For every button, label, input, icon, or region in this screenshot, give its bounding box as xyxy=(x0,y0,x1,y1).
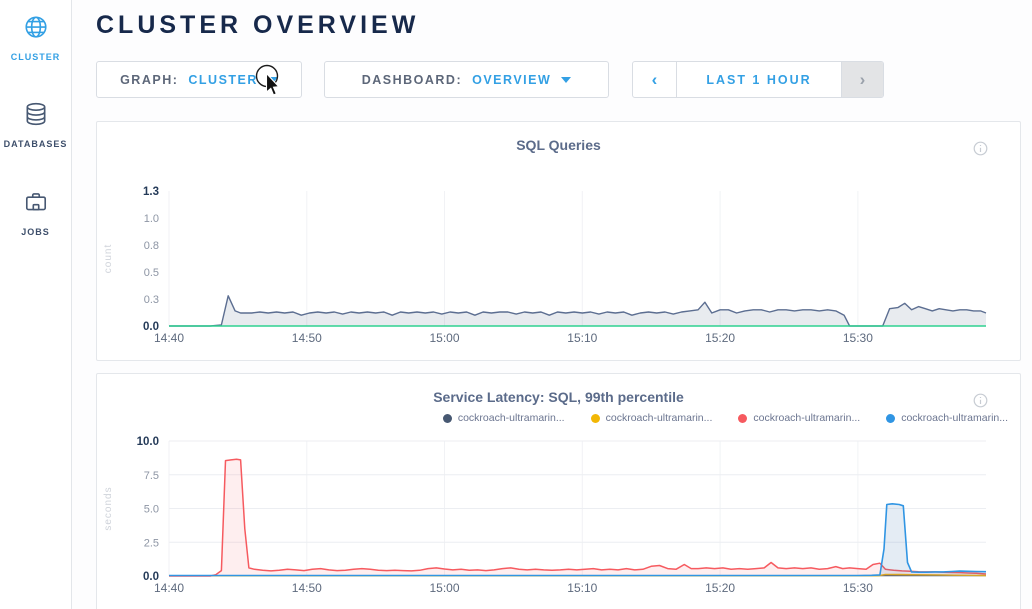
dashboard-dropdown[interactable]: DASHBOARD: OVERVIEW xyxy=(324,61,609,98)
controls-bar: GRAPH: CLUSTER DASHBOARD: OVERVIEW ‹ LAS… xyxy=(96,61,1032,98)
dashboard-dropdown-value: OVERVIEW xyxy=(472,72,552,87)
x-tick-label: 15:10 xyxy=(567,331,597,345)
chevron-down-icon xyxy=(267,76,278,83)
sidebar-item-jobs[interactable]: JOBS xyxy=(0,189,71,237)
x-tick-label: 15:30 xyxy=(843,581,873,595)
x-tick-label: 14:50 xyxy=(292,331,322,345)
graph-dropdown-label: GRAPH: xyxy=(120,72,179,87)
sidebar-item-label: JOBS xyxy=(21,227,50,237)
database-icon xyxy=(23,101,49,132)
sidebar: CLUSTER DATABASES JOBS xyxy=(0,0,72,609)
chart-legend: cockroach-ultramarin... cockroach-ultrama… xyxy=(97,405,1020,425)
y-tick-label: 0.0 xyxy=(143,321,159,333)
briefcase-icon xyxy=(23,189,49,220)
time-range-selector: ‹ LAST 1 HOUR › xyxy=(632,61,884,98)
sidebar-item-label: DATABASES xyxy=(3,139,68,149)
x-tick-label: 15:20 xyxy=(705,331,735,345)
x-tick-label: 14:50 xyxy=(292,581,322,595)
series-area-node-4 xyxy=(169,503,986,576)
graph-dropdown-value: CLUSTER xyxy=(188,72,258,87)
x-tick-label: 14:40 xyxy=(154,331,184,345)
x-tick-label: 15:30 xyxy=(843,331,873,345)
x-tick-label: 15:10 xyxy=(567,581,597,595)
chevron-down-icon xyxy=(561,76,572,83)
y-tick-label: 10.0 xyxy=(137,436,159,448)
time-range-next-button[interactable]: › xyxy=(841,62,883,97)
sidebar-item-cluster[interactable]: CLUSTER xyxy=(0,14,71,62)
sql-queries-chart[interactable]: 0.0 0.3 0.5 0.8 1.0 1.3 14:40 14:50 15:00 15:10 15… xyxy=(97,172,1018,360)
x-tick-label: 14:40 xyxy=(154,581,184,595)
series-area-node-3 xyxy=(169,459,986,576)
y-tick-label: 0.3 xyxy=(144,294,159,306)
x-tick-label: 15:00 xyxy=(429,331,459,345)
legend-dot xyxy=(590,413,600,423)
y-tick-label: 1.0 xyxy=(144,213,159,225)
graph-dropdown[interactable]: GRAPH: CLUSTER xyxy=(96,61,302,98)
legend-dot xyxy=(886,413,896,423)
time-range-prev-button[interactable]: ‹ xyxy=(633,62,677,97)
sidebar-item-label: CLUSTER xyxy=(10,52,61,62)
main-content: CLUSTER OVERVIEW GRAPH: CLUSTER DASHBOAR… xyxy=(72,0,1032,609)
page-title: CLUSTER OVERVIEW xyxy=(96,11,420,39)
y-tick-label: 0.8 xyxy=(144,240,159,252)
series-area-cluster-queries xyxy=(169,295,986,326)
legend-label: cockroach-ultramarin... xyxy=(457,412,565,424)
legend-item: cockroach-ultramarin... xyxy=(738,412,860,424)
chart-title: Service Latency: SQL, 99th percentile xyxy=(433,389,684,405)
series-line-node-3 xyxy=(169,458,987,577)
service-latency-chart[interactable]: 0.0 2.5 5.0 7.5 10.0 14:40 14:50 15:00 15:10 15:2… xyxy=(97,432,1018,604)
service-latency-card: Service Latency: SQL, 99th percentile co… xyxy=(96,373,1021,609)
y-tick-label: 2.5 xyxy=(144,537,159,549)
x-tick-label: 15:20 xyxy=(705,581,735,595)
dashboard-dropdown-label: DASHBOARD: xyxy=(361,72,463,87)
legend-item: cockroach-ultramarin... xyxy=(886,412,1008,424)
y-tick-label: 7.5 xyxy=(144,470,159,482)
info-icon[interactable] xyxy=(973,393,988,408)
sidebar-item-databases[interactable]: DATABASES xyxy=(0,101,71,149)
y-tick-label: 1.3 xyxy=(143,186,159,198)
y-tick-label: 5.0 xyxy=(144,504,159,516)
series-line-node-4 xyxy=(169,503,987,577)
y-tick-label: 0.0 xyxy=(143,571,159,583)
y-axis-unit: count xyxy=(103,244,114,273)
legend-item: cockroach-ultramarin... xyxy=(442,412,565,424)
legend-label: cockroach-ultramarin... xyxy=(605,412,713,424)
legend-dot xyxy=(442,413,452,423)
y-tick-label: 0.5 xyxy=(144,267,159,279)
x-tick-label: 15:00 xyxy=(429,581,459,595)
legend-label: cockroach-ultramarin... xyxy=(901,412,1008,424)
legend-item: cockroach-ultramarin... xyxy=(590,412,713,424)
time-range-label[interactable]: LAST 1 HOUR xyxy=(706,72,812,87)
chart-title: SQL Queries xyxy=(516,137,601,153)
y-axis-unit: seconds xyxy=(103,486,114,530)
legend-dot xyxy=(738,413,748,423)
info-icon[interactable] xyxy=(973,141,988,156)
sql-queries-card: SQL Queries 0.0 0.3 0.5 0.8 1.0 1.3 14:40 14:50… xyxy=(96,121,1021,361)
globe-icon xyxy=(23,14,49,45)
legend-label: cockroach-ultramarin... xyxy=(753,412,861,424)
